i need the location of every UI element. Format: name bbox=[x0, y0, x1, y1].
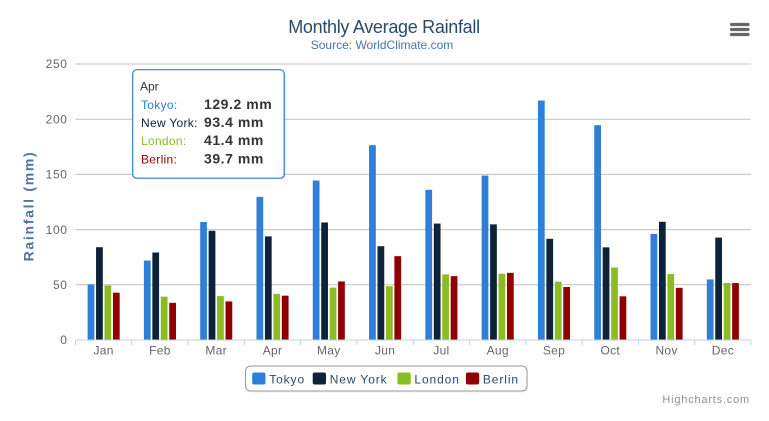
svg-text:Tokyo: Tokyo bbox=[269, 373, 305, 387]
svg-text:May: May bbox=[317, 344, 341, 358]
svg-text:London: London bbox=[414, 373, 459, 387]
svg-text:Highcharts.com: Highcharts.com bbox=[662, 394, 750, 406]
svg-text:Jul: Jul bbox=[433, 344, 449, 358]
svg-text:50: 50 bbox=[53, 278, 68, 292]
svg-text:200: 200 bbox=[46, 112, 68, 126]
svg-text:39.7 mm: 39.7 mm bbox=[204, 150, 264, 166]
svg-text:Monthly Average Rainfall: Monthly Average Rainfall bbox=[288, 17, 480, 37]
svg-text:Rainfall (mm): Rainfall (mm) bbox=[21, 151, 37, 262]
svg-text:New York:: New York: bbox=[141, 116, 198, 130]
svg-text:Source: WorldClimate.com: Source: WorldClimate.com bbox=[311, 38, 454, 52]
svg-text:129.2 mm: 129.2 mm bbox=[204, 96, 272, 112]
svg-text:Jan: Jan bbox=[93, 344, 113, 358]
svg-text:Nov: Nov bbox=[655, 344, 677, 358]
svg-text:41.4 mm: 41.4 mm bbox=[204, 132, 264, 148]
svg-text:Aug: Aug bbox=[487, 344, 509, 358]
svg-text:93.4 mm: 93.4 mm bbox=[204, 114, 264, 130]
svg-text:New York: New York bbox=[330, 373, 388, 387]
svg-text:Berlin:: Berlin: bbox=[141, 152, 177, 166]
svg-text:Sep: Sep bbox=[543, 344, 565, 358]
svg-text:Apr: Apr bbox=[263, 344, 283, 358]
svg-text:Jun: Jun bbox=[375, 344, 395, 358]
svg-text:Apr: Apr bbox=[140, 80, 159, 94]
svg-text:150: 150 bbox=[46, 168, 68, 182]
svg-text:Tokyo:: Tokyo: bbox=[141, 98, 177, 112]
svg-text:Dec: Dec bbox=[712, 344, 734, 358]
svg-text:Oct: Oct bbox=[601, 344, 621, 358]
svg-text:Mar: Mar bbox=[205, 344, 227, 358]
svg-text:Feb: Feb bbox=[149, 344, 171, 358]
svg-text:100: 100 bbox=[46, 223, 68, 237]
svg-text:250: 250 bbox=[46, 57, 68, 71]
svg-text:London:: London: bbox=[141, 134, 186, 148]
svg-text:0: 0 bbox=[60, 333, 67, 347]
svg-text:Berlin: Berlin bbox=[483, 373, 519, 387]
